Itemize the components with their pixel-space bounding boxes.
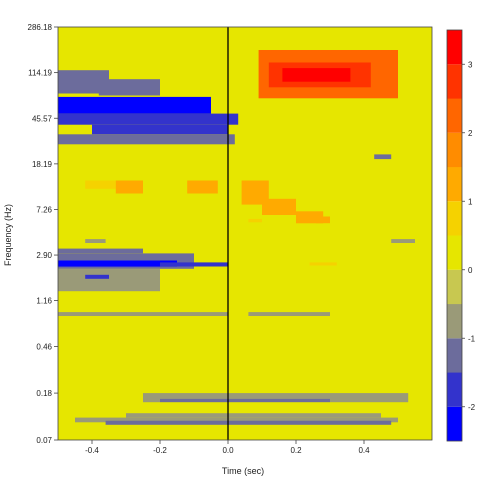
y-tick-label: 2.90 bbox=[36, 251, 52, 260]
colorbar-swatch bbox=[447, 201, 462, 236]
y-tick-label: 114.19 bbox=[28, 69, 52, 78]
heatmap-cell bbox=[85, 180, 116, 189]
colorbar-tick-label: -1 bbox=[468, 334, 476, 343]
x-tick-label: -0.4 bbox=[85, 446, 99, 455]
colorbar-swatch bbox=[447, 30, 462, 65]
y-tick-label: 0.18 bbox=[36, 389, 52, 398]
heatmap-cell bbox=[143, 393, 409, 403]
heatmap-cell bbox=[115, 180, 143, 194]
heatmap-cell bbox=[187, 180, 218, 194]
colorbar: 3 2 1 0 -1 -2 bbox=[446, 29, 476, 442]
y-tick-label: 1.16 bbox=[36, 297, 52, 306]
heatmap-cell bbox=[85, 274, 109, 279]
heatmap-cell bbox=[92, 124, 228, 135]
heatmap-cell bbox=[58, 134, 235, 145]
colorbar-swatch bbox=[447, 167, 462, 202]
x-tick-label: 0.2 bbox=[290, 446, 302, 455]
heatmap-cell bbox=[105, 420, 392, 425]
plot-frame-layer bbox=[57, 26, 433, 441]
y-tick-label: 0.07 bbox=[36, 436, 52, 445]
y-axis: 286.18 114.19 45.57 18.19 7.26 2.90 1.16 0.46 0.… bbox=[28, 23, 58, 445]
colorbar-swatch bbox=[447, 98, 462, 133]
x-tick-label: 0.4 bbox=[358, 446, 370, 455]
heatmap-cell bbox=[309, 262, 337, 266]
colorbar-swatch bbox=[447, 338, 462, 373]
y-tick-label: 286.18 bbox=[28, 23, 53, 32]
heatmap-cell bbox=[58, 260, 177, 267]
heatmap-cell bbox=[248, 218, 262, 223]
y-axis-title: Frequency (Hz) bbox=[3, 204, 13, 266]
heatmap-cell bbox=[262, 198, 296, 215]
heatmap-cell bbox=[282, 68, 351, 82]
x-tick-label: -0.2 bbox=[153, 446, 167, 455]
heatmap-cell bbox=[58, 312, 228, 316]
heatmap-cell bbox=[374, 154, 392, 160]
heatmap-cell bbox=[58, 248, 143, 254]
colorbar-swatch bbox=[447, 406, 462, 442]
colorbar-frame bbox=[446, 29, 463, 442]
colorbar-swatch bbox=[447, 269, 462, 305]
colorbar-tick-label: 0 bbox=[468, 266, 473, 275]
heatmap-cell bbox=[316, 216, 330, 224]
colorbar-tick-label: -2 bbox=[468, 403, 476, 412]
colorbar-swatch bbox=[447, 372, 462, 407]
x-tick-label: 0.0 bbox=[222, 446, 234, 455]
heatmap-cell bbox=[160, 398, 330, 403]
colorbar-swatch bbox=[447, 235, 462, 270]
heatmap-cell bbox=[58, 96, 211, 114]
y-tick-label: 18.19 bbox=[32, 160, 53, 169]
plot-frame bbox=[57, 26, 433, 441]
x-axis: -0.4 -0.2 0.0 0.2 0.4 bbox=[85, 440, 370, 455]
heatmap-cell bbox=[126, 413, 381, 418]
heatmap-cell bbox=[58, 113, 239, 125]
heatmap-cell bbox=[75, 417, 398, 423]
colorbar-swatch bbox=[447, 304, 462, 339]
colorbar-tick-label: 2 bbox=[468, 129, 473, 138]
heatmap-cell bbox=[391, 239, 415, 243]
heatmap-cell bbox=[85, 239, 106, 243]
y-tick-label: 45.57 bbox=[32, 114, 53, 123]
colorbar-swatch bbox=[447, 132, 462, 168]
colorbar-tick-label: 3 bbox=[468, 60, 473, 69]
y-tick-label: 0.46 bbox=[36, 342, 52, 351]
x-axis-title: Time (sec) bbox=[222, 466, 264, 476]
heatmap-regions bbox=[58, 50, 415, 425]
heatmap-cell bbox=[160, 262, 228, 267]
colorbar-tick-label: 1 bbox=[468, 197, 473, 206]
heatmap-cell bbox=[248, 312, 330, 316]
heatmap-cell bbox=[58, 70, 109, 94]
heatmap-cell bbox=[58, 268, 160, 292]
heatmap-cell bbox=[98, 79, 160, 96]
colorbar-swatch bbox=[447, 64, 462, 99]
y-tick-label: 7.26 bbox=[36, 205, 52, 214]
